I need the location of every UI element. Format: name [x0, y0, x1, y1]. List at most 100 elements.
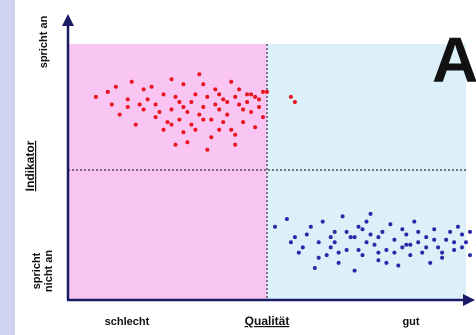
point-red	[233, 94, 238, 99]
point-red	[169, 122, 174, 127]
point-blue	[320, 219, 325, 224]
point-red	[209, 117, 214, 122]
point-blue	[384, 248, 389, 252]
point-red	[292, 100, 297, 104]
point-red	[213, 102, 218, 107]
point-red	[117, 112, 122, 117]
point-blue	[460, 245, 464, 250]
point-red	[217, 127, 222, 132]
point-red	[245, 100, 250, 104]
point-blue	[324, 253, 329, 258]
point-red	[233, 132, 238, 137]
point-blue	[444, 237, 449, 242]
point-blue	[284, 217, 289, 221]
point-blue	[356, 224, 361, 229]
point-blue	[428, 260, 433, 265]
y-axis-label: Indikator	[23, 140, 37, 191]
point-red	[133, 122, 138, 127]
point-blue	[432, 237, 437, 242]
point-blue	[360, 227, 365, 232]
point-blue	[360, 253, 365, 258]
point-red	[137, 102, 142, 107]
point-blue	[348, 235, 353, 240]
point-red	[257, 97, 261, 102]
point-red	[237, 102, 242, 107]
point-red	[253, 125, 258, 130]
point-blue	[440, 250, 445, 255]
point-red	[225, 100, 230, 104]
point-red	[241, 107, 246, 112]
point-red	[213, 87, 218, 92]
point-red	[197, 112, 202, 117]
point-red	[265, 89, 269, 94]
point-blue	[368, 211, 373, 216]
point-blue	[344, 248, 349, 252]
chart-backgrounds	[0, 0, 466, 335]
point-red	[193, 127, 198, 132]
point-red	[169, 77, 174, 82]
side-strip	[0, 0, 15, 335]
point-blue	[308, 224, 313, 229]
point-red	[181, 130, 186, 135]
point-red	[221, 97, 226, 102]
point-red	[185, 110, 190, 114]
point-blue	[408, 242, 413, 247]
point-red	[173, 94, 178, 99]
point-blue	[392, 250, 397, 255]
point-red	[221, 120, 226, 125]
point-red	[225, 112, 230, 117]
y-tick-label-bottom: sprichtnicht an	[31, 250, 55, 292]
point-blue	[416, 229, 421, 234]
point-red	[93, 94, 98, 99]
chart-title: A	[432, 24, 476, 96]
point-blue	[400, 245, 405, 250]
point-red	[245, 92, 250, 97]
point-blue	[432, 227, 437, 232]
point-red	[253, 94, 258, 99]
point-blue	[408, 253, 413, 258]
point-red	[177, 117, 182, 122]
point-red	[229, 79, 234, 84]
point-red	[141, 87, 146, 92]
point-red	[125, 97, 130, 102]
point-blue	[380, 229, 385, 234]
x-axis-label: Qualität	[245, 314, 290, 328]
point-red	[165, 120, 170, 125]
point-red	[201, 82, 206, 87]
point-red	[189, 100, 194, 104]
y-tick-label-line: spricht	[31, 252, 43, 289]
point-red	[177, 100, 182, 104]
point-blue	[376, 258, 381, 263]
point-blue	[364, 240, 369, 245]
point-red	[169, 107, 174, 112]
point-blue	[452, 248, 457, 252]
point-red	[249, 110, 254, 114]
point-red	[229, 127, 234, 132]
point-blue	[300, 245, 305, 250]
point-blue	[468, 253, 472, 258]
x-tick-label-left: schlecht	[105, 316, 150, 328]
point-red	[261, 89, 265, 94]
point-red	[237, 87, 242, 92]
point-blue	[328, 245, 333, 250]
point-blue	[416, 240, 421, 245]
point-red	[209, 135, 214, 140]
point-blue	[392, 237, 397, 242]
y-axis-arrow-icon	[62, 14, 74, 26]
point-blue	[316, 255, 321, 260]
point-red	[105, 89, 110, 94]
point-blue	[336, 250, 341, 255]
point-blue	[452, 240, 457, 245]
point-red	[181, 82, 186, 87]
point-blue	[356, 248, 361, 252]
point-blue	[404, 242, 409, 247]
point-blue	[296, 250, 301, 255]
point-red	[109, 102, 114, 107]
point-red	[189, 122, 194, 127]
region-right	[267, 44, 466, 299]
point-blue	[273, 224, 277, 229]
point-red	[181, 105, 186, 109]
point-blue	[464, 240, 468, 245]
point-red	[217, 92, 222, 97]
